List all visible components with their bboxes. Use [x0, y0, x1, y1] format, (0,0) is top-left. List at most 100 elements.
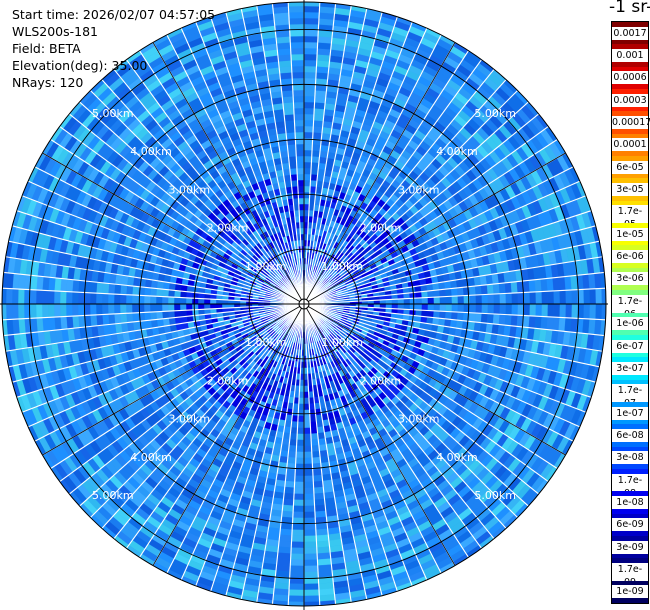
range-gate	[303, 113, 315, 121]
range-gate	[150, 287, 157, 297]
range-gate	[303, 29, 319, 37]
range-gate	[312, 468, 323, 476]
range-gate	[303, 499, 315, 507]
range-gate	[303, 173, 311, 181]
range-gate	[456, 311, 464, 321]
range-gate	[288, 583, 305, 591]
range-gate	[314, 510, 327, 518]
range-gate	[90, 281, 98, 294]
range-gate	[78, 280, 86, 293]
range-gate	[451, 311, 458, 321]
range-gate	[481, 294, 489, 305]
range-gate	[120, 284, 128, 295]
range-gate	[589, 303, 597, 320]
range-gate	[294, 481, 305, 489]
range-gate	[303, 185, 311, 193]
range-gate	[316, 546, 331, 554]
range-gate	[553, 303, 561, 318]
range-gate	[167, 303, 175, 312]
range-gate	[559, 303, 567, 318]
range-gate	[294, 475, 305, 483]
range-gate	[294, 469, 305, 477]
range-gate	[303, 445, 312, 453]
range-gate	[303, 191, 311, 199]
range-gate	[296, 433, 305, 441]
range-gate	[95, 303, 103, 316]
range-gate	[303, 5, 320, 13]
range-gate	[552, 277, 560, 292]
range-gate	[29, 289, 37, 305]
range-gate	[114, 283, 122, 295]
range-gate	[498, 282, 506, 294]
range-gate	[303, 511, 316, 519]
range-gate	[288, 439, 298, 446]
range-gate	[107, 303, 115, 315]
range-gate	[35, 303, 43, 319]
range-gate	[480, 284, 488, 295]
range-gate	[197, 298, 205, 305]
range-gate	[303, 143, 313, 151]
range-gate	[285, 468, 296, 476]
range-gate	[547, 303, 555, 318]
range-gate	[114, 313, 122, 325]
range-gate	[5, 303, 13, 320]
range-gate	[433, 310, 440, 319]
range-gate	[316, 540, 330, 548]
range-gate	[474, 285, 482, 296]
range-gate	[296, 439, 305, 447]
range-gate	[101, 303, 109, 315]
range-gate	[315, 66, 330, 74]
range-gate	[297, 427, 305, 435]
range-gate	[315, 72, 329, 80]
range-gate	[149, 303, 157, 313]
range-gate	[310, 168, 319, 175]
range-gate	[288, 595, 305, 603]
range-gate	[486, 283, 494, 295]
range-gate	[303, 571, 319, 579]
range-gate	[303, 35, 319, 43]
range-gate	[303, 451, 313, 459]
range-gate	[296, 445, 305, 453]
range-gate	[303, 457, 313, 465]
range-gate	[303, 547, 318, 555]
range-gate	[155, 296, 163, 305]
range-gate	[571, 303, 579, 319]
range-gate	[278, 540, 292, 548]
range-gate	[316, 54, 331, 62]
range-gate	[475, 294, 483, 305]
range-gate	[66, 315, 74, 330]
range-gate	[126, 312, 134, 323]
range-gate	[17, 303, 25, 320]
range-gate	[285, 474, 296, 482]
range-gate	[303, 47, 318, 55]
range-gate	[48, 277, 56, 292]
range-gate	[313, 108, 325, 116]
range-gate	[439, 303, 447, 312]
range-gate	[313, 114, 325, 122]
range-gate	[291, 535, 305, 543]
range-gate	[481, 303, 489, 314]
range-gate	[167, 296, 175, 305]
range-gate	[505, 303, 513, 316]
range-gate	[65, 291, 73, 305]
range-gate	[313, 492, 325, 500]
range-gate	[281, 510, 294, 518]
range-gate	[291, 541, 305, 549]
range-gate	[493, 303, 501, 315]
range-gate	[303, 505, 316, 513]
range-gate	[41, 303, 49, 318]
range-gate	[303, 433, 312, 441]
range-gate	[510, 314, 518, 327]
range-gate	[303, 65, 317, 73]
ppi-plot: 1.00km1.00km1.00km1.00km2.00km2.00km2.00…	[0, 0, 608, 610]
range-gate	[534, 278, 542, 293]
range-gate	[277, 546, 292, 554]
range-gate	[547, 290, 555, 305]
range-gate	[131, 294, 139, 305]
range-gate	[191, 297, 199, 305]
range-gate	[303, 493, 315, 501]
range-gate	[293, 487, 305, 495]
range-gate	[445, 288, 452, 297]
range-gate	[108, 283, 116, 295]
range-gate	[541, 291, 549, 305]
